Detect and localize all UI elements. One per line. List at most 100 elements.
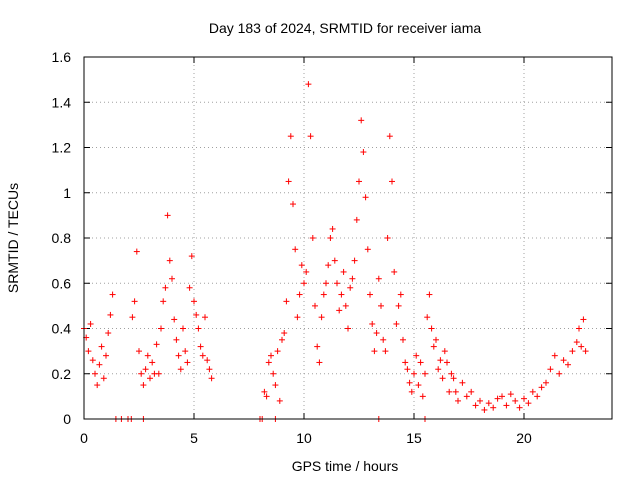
data-point — [450, 375, 457, 382]
data-point — [490, 404, 497, 411]
data-point — [378, 302, 384, 309]
data-point — [327, 235, 334, 241]
data-point — [435, 366, 442, 373]
data-point — [96, 361, 103, 368]
data-point — [303, 268, 310, 275]
data-point — [472, 402, 479, 409]
data-point — [85, 348, 92, 355]
data-point — [459, 379, 466, 386]
data-point — [298, 262, 305, 269]
data-point — [406, 379, 413, 386]
data-point — [415, 382, 422, 389]
data-point — [105, 330, 112, 337]
data-point — [356, 178, 362, 185]
data-point — [463, 393, 470, 400]
data-point — [375, 275, 382, 282]
data-point — [391, 268, 398, 275]
data-point — [367, 291, 373, 298]
x-tick-label: 5 — [190, 430, 198, 446]
y-tick-label: 1.6 — [52, 49, 72, 65]
data-point — [186, 284, 193, 291]
data-point — [351, 257, 358, 264]
data-point — [316, 359, 323, 366]
data-point — [92, 370, 98, 377]
data-point — [411, 370, 417, 377]
data-point — [551, 352, 558, 359]
data-point — [525, 400, 532, 407]
data-point — [397, 291, 404, 298]
data-point — [494, 395, 501, 402]
data-point — [149, 359, 156, 366]
data-point — [199, 352, 206, 359]
data-point — [281, 330, 288, 337]
data-point — [364, 246, 371, 253]
data-point — [358, 117, 365, 124]
data-point — [136, 348, 142, 355]
data-point — [360, 149, 367, 156]
data-point — [312, 302, 318, 309]
data-point — [166, 257, 173, 264]
data-point — [345, 325, 351, 332]
data-points — [81, 81, 589, 422]
data-point — [331, 257, 338, 264]
data-point — [274, 348, 281, 355]
x-axis-ticks: 0 5 10 15 20 — [80, 57, 532, 446]
data-point — [283, 298, 290, 305]
y-tick-label: 0.6 — [52, 275, 72, 291]
data-point — [543, 379, 549, 386]
data-point — [499, 393, 505, 400]
data-point — [268, 352, 274, 359]
data-point — [279, 336, 285, 343]
data-point — [362, 194, 369, 201]
data-point — [195, 325, 202, 332]
data-point — [296, 291, 303, 298]
data-point — [94, 382, 101, 389]
data-point — [314, 343, 321, 350]
data-point — [340, 268, 347, 275]
data-point — [261, 388, 268, 395]
data-point — [516, 404, 523, 411]
data-point — [521, 395, 527, 402]
data-point — [560, 357, 567, 364]
data-point — [325, 262, 332, 269]
data-point — [320, 291, 327, 298]
data-point — [208, 375, 215, 382]
data-point — [481, 406, 488, 413]
data-point — [439, 375, 446, 382]
data-point — [393, 320, 400, 327]
grid-lines — [84, 57, 612, 419]
data-point — [503, 402, 510, 409]
data-point — [175, 352, 182, 359]
data-point — [448, 370, 455, 377]
data-point — [276, 397, 283, 404]
data-point — [206, 366, 213, 373]
data-point — [89, 357, 96, 364]
data-point — [287, 133, 294, 140]
data-point — [142, 366, 149, 373]
data-point — [452, 388, 459, 395]
data-point — [147, 375, 153, 382]
y-tick-label: 1 — [63, 185, 71, 201]
data-point — [153, 341, 160, 348]
data-point — [402, 359, 409, 366]
data-point — [164, 212, 171, 219]
data-point — [318, 314, 325, 321]
data-point — [404, 366, 411, 373]
data-point — [309, 235, 316, 241]
data-point — [468, 388, 475, 395]
data-point — [369, 320, 376, 327]
data-point — [263, 393, 270, 400]
data-point — [512, 397, 519, 404]
data-point — [184, 359, 191, 366]
data-point — [395, 302, 402, 309]
data-point — [272, 382, 279, 389]
data-point — [347, 284, 354, 291]
data-point — [169, 275, 175, 282]
data-point — [173, 336, 180, 343]
data-point — [193, 311, 200, 318]
data-point — [400, 336, 406, 343]
data-point — [177, 366, 184, 373]
data-point — [417, 359, 424, 366]
data-point — [307, 133, 314, 140]
